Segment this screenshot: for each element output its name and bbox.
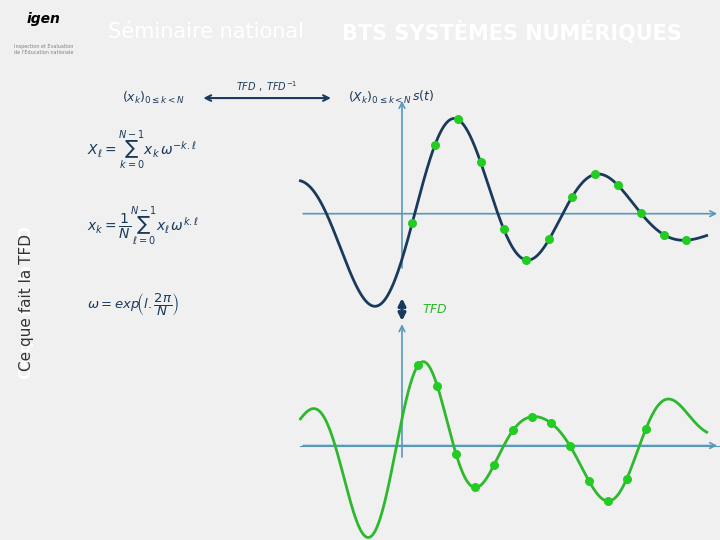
Point [544,235,555,244]
Point [621,474,633,483]
Text: $(X_k)_{0\leq k<N}$: $(X_k)_{0\leq k<N}$ [348,90,413,106]
Text: $x_k = \dfrac{1}{N}\sum_{\ell=0}^{N-1} x_\ell\, \omega^{k.\ell}$: $x_k = \dfrac{1}{N}\sum_{\ell=0}^{N-1} x… [87,205,199,248]
Text: BTS SYSTÈMES NUMÉRIQUES: BTS SYSTÈMES NUMÉRIQUES [342,21,682,44]
Point [498,225,509,233]
Text: Inspection et Évaluation
de l'Éducation nationale: Inspection et Évaluation de l'Éducation … [14,43,73,55]
Point [589,170,600,179]
Point [658,230,670,239]
Point [429,140,441,149]
Text: $(x_k)_{0\leq k<N}$: $(x_k)_{0\leq k<N}$ [122,90,186,106]
Text: $X_\ell = \sum_{k=0}^{N-1} x_k\, \omega^{-k.\ell}$: $X_\ell = \sum_{k=0}^{N-1} x_k\, \omega^… [87,129,197,172]
Point [413,361,424,369]
Point [526,413,538,421]
Text: igen: igen [26,12,60,26]
Point [452,115,464,124]
Point [521,256,532,265]
Point [451,450,462,458]
Text: $\omega = exp\!\left(l.\dfrac{2\pi}{N}\right)$: $\omega = exp\!\left(l.\dfrac{2\pi}{N}\r… [87,291,180,318]
Point [612,181,624,190]
Point [475,158,487,167]
Text: $s(t)$: $s(t)$ [412,88,434,103]
Text: $TFD\ ,\ TFD^{-1}$: $TFD\ ,\ TFD^{-1}$ [236,79,298,93]
Point [602,497,613,505]
Point [564,442,576,450]
Text: Ce que fait la TFD: Ce que fait la TFD [19,234,35,371]
Text: $TFD$: $TFD$ [422,303,448,316]
Text: Séminaire national: Séminaire national [108,22,310,43]
Point [680,236,692,245]
Point [635,208,647,217]
Point [431,381,443,390]
Point [567,193,578,201]
Point [488,461,500,469]
Point [583,476,595,485]
Point [545,418,557,427]
Point [508,426,519,435]
Text: Ce que fait la TFD: Ce que fait la TFD [19,226,35,379]
Point [640,425,652,434]
Point [406,219,418,228]
Point [469,483,481,492]
